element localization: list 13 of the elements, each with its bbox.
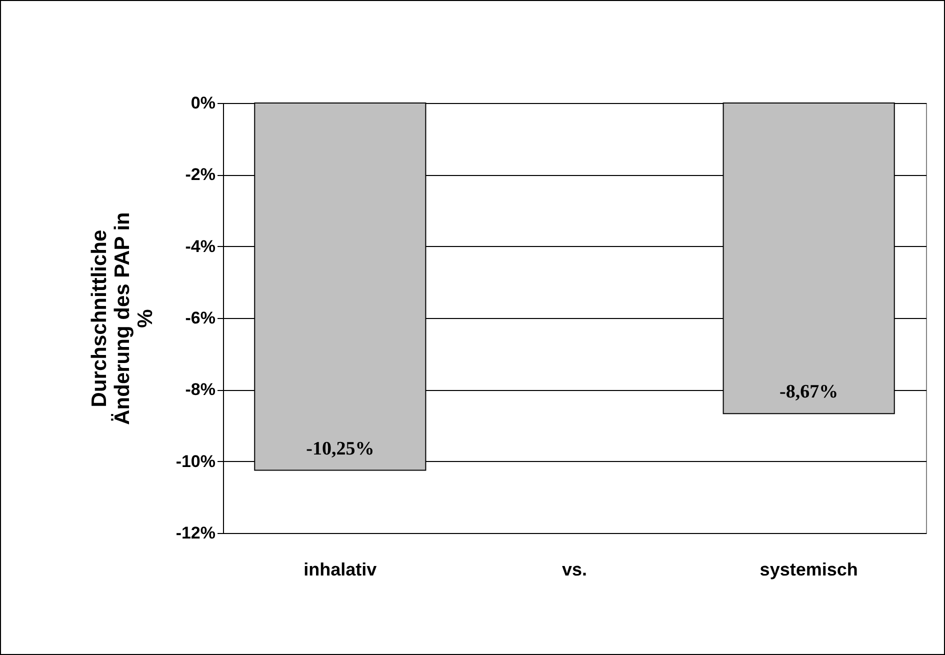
data-label: -8,67% (780, 382, 838, 403)
x-tick-label: inhalativ (304, 560, 377, 580)
y-tick-label: -10% (176, 452, 216, 471)
data-label: -10,25% (306, 438, 374, 460)
y-tick-label: -6% (185, 308, 216, 328)
y-tick-label: -8% (185, 380, 216, 400)
x-tick-label: systemisch (760, 560, 858, 580)
y-tick-label: 0% (190, 94, 216, 112)
y-tick-label: -4% (185, 236, 216, 256)
y-tick-label: -2% (185, 165, 216, 184)
x-tick-label: vs. (562, 560, 588, 580)
y-axis-title: Durchschnittliche Änderung des PAP in % (88, 212, 157, 425)
y-tick-label: -12% (176, 524, 216, 542)
